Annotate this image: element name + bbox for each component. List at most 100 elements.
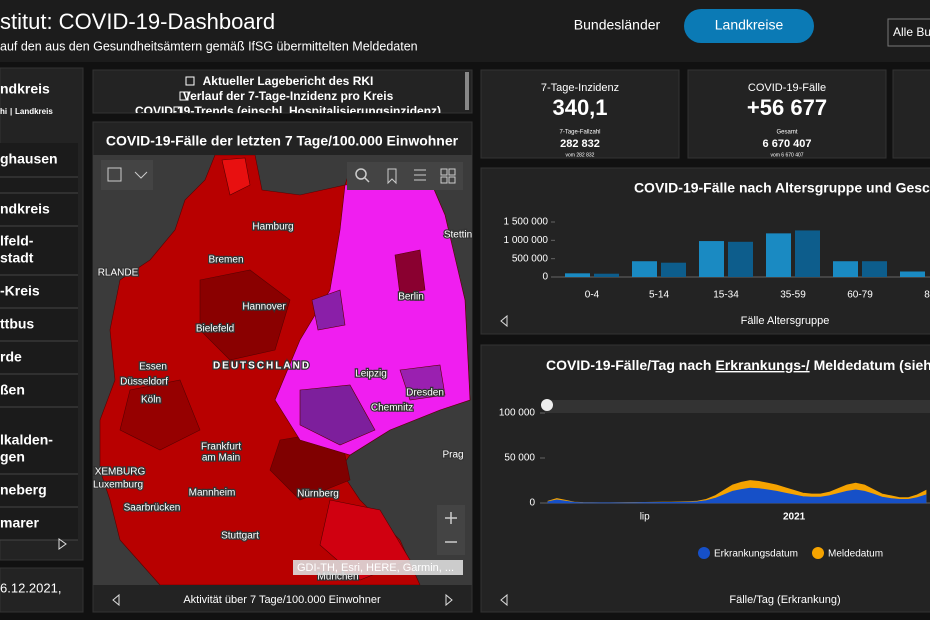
x-tick-label: 60-79: [847, 290, 873, 301]
tab-landkreise[interactable]: Landkreise: [715, 17, 784, 33]
daily-panel: [480, 344, 930, 613]
list-item[interactable]: lfeld-: [0, 233, 34, 249]
link-icon: [173, 106, 183, 113]
sidebar-date: 6.12.2021,: [0, 580, 61, 595]
list-item[interactable]: neberg: [0, 482, 47, 498]
region-dark: [119, 379, 201, 451]
y-tick-label: 0: [542, 272, 548, 283]
tool-grid[interactable]: [448, 168, 456, 176]
x-tick-label: 0-4: [585, 290, 600, 301]
title-part: Meldedatum (sieh: [814, 357, 930, 373]
link-text[interactable]: Aktueller Lagebericht des RKI: [203, 74, 374, 88]
bar: [766, 233, 791, 277]
x-tick-label: lip: [640, 512, 650, 523]
prev-arrow[interactable]: [500, 593, 508, 607]
map-label: Bremen: [208, 255, 243, 266]
link-text[interactable]: Verlauf der 7-Tage-Inzidenz pro Kreis: [183, 89, 394, 103]
map-title: COVID-19-Fälle der letzten 7 Tage/100.00…: [106, 133, 459, 149]
region-purple: [299, 384, 376, 446]
x-tick-label: 2021: [783, 512, 806, 523]
map-footer: Aktivität über 7 Tage/100.000 Einwohner: [183, 594, 381, 606]
map-label: Hamburg: [252, 222, 293, 233]
zoom-in[interactable]: [445, 512, 457, 524]
legend-label[interactable]: Erkrankungsdatum: [714, 549, 798, 560]
slider-handle[interactable]: [541, 399, 553, 411]
legend-label[interactable]: Meldedatum: [828, 549, 883, 560]
region-purple: [311, 289, 346, 331]
list-item[interactable]: stadt: [0, 250, 34, 266]
legend-swatch[interactable]: [812, 547, 824, 559]
list-item[interactable]: marer: [0, 515, 39, 531]
tab-bundeslaender[interactable]: Bundesländer: [574, 17, 661, 33]
chart-title: COVID-19-Fälle/Tag nach Erkrankungs-/ Meld…: [546, 357, 930, 373]
list-item[interactable]: lkalden-: [0, 432, 53, 448]
title-part: COVID-19-Fälle/Tag nach: [546, 357, 711, 373]
x-tick-label: 8: [924, 290, 930, 301]
tool-grid[interactable]: [440, 176, 448, 184]
dropdown-box[interactable]: [887, 18, 930, 47]
tool-search[interactable]: [355, 168, 367, 180]
list-item[interactable]: ghausen: [0, 151, 58, 167]
kpi-value: +56 677: [747, 95, 827, 120]
sidebar: ndkreis hi | Landkreis ghausen ndkreis lfeld-s…: [0, 81, 78, 550]
map-label: Hannover: [242, 302, 286, 313]
kpi-card: [892, 69, 930, 159]
header-subtitle: auf den aus den Gesundheitsämtern gemäß …: [0, 39, 418, 53]
header-title: stitut: COVID-19-Dashboard: [0, 9, 275, 34]
daily-chart: COVID-19-Fälle/Tag nach Erkrankungs-/ Meld…: [499, 357, 930, 607]
date-panel: [0, 567, 84, 613]
list-item[interactable]: ttbus: [0, 316, 34, 332]
map-label: Stuttgart: [221, 531, 259, 542]
map-label: Köln: [141, 395, 161, 406]
tool-icon-select[interactable]: [107, 167, 122, 182]
bar: [795, 230, 820, 277]
bar: [632, 261, 657, 277]
map-label: Prag: [442, 450, 463, 461]
area: [547, 487, 927, 504]
time-slider[interactable]: [545, 400, 930, 413]
map-label: am Main: [202, 453, 240, 464]
list-item[interactable]: ßen: [0, 382, 25, 398]
region-purple: [399, 364, 446, 401]
kpi-sub-label: 7-Tage-Fallzahl: [559, 130, 600, 136]
bar: [594, 273, 619, 277]
title-part[interactable]: Erkrankungs-/: [715, 357, 809, 373]
kpi-sub-value: 6 670 407: [763, 138, 812, 150]
tool-grid[interactable]: [440, 168, 448, 176]
legend-swatch[interactable]: [698, 547, 710, 559]
kpi-sub-label: Gesamt: [776, 130, 797, 136]
bar: [699, 241, 724, 277]
region-dark-east: [394, 249, 426, 296]
prev-arrow[interactable]: [500, 314, 508, 328]
map-label: Mannheim: [189, 488, 236, 499]
x-axis-title: Fälle/Tag (Erkrankung): [729, 594, 840, 606]
attribution-bg: [293, 560, 463, 575]
y-tick-label: 50 000: [504, 453, 535, 464]
tool-bookmark[interactable]: [387, 168, 397, 185]
list-next-arrow[interactable]: [58, 538, 67, 550]
list-item[interactable]: rde: [0, 349, 22, 365]
list-item[interactable]: -Kreis: [0, 283, 40, 299]
map-label: Stettin: [444, 230, 472, 241]
map-tool-right[interactable]: [347, 162, 463, 190]
link-icon: [185, 76, 195, 86]
bar: [900, 271, 925, 277]
map: Hamburg Bremen Hannover Berlin Bielefeld Esse…: [93, 155, 472, 585]
next-arrow[interactable]: [445, 593, 453, 607]
tab-active-bg[interactable]: [684, 9, 814, 43]
tool-search-handle[interactable]: [364, 177, 370, 183]
kpi-note: vom 6 670 407: [770, 152, 803, 158]
x-tick-label: 5-14: [649, 290, 669, 301]
map-tool-left[interactable]: [101, 160, 153, 190]
list-item[interactable]: gen: [0, 449, 25, 465]
tool-icon-chevron[interactable]: [134, 171, 148, 179]
map-label: XEMBURG: [95, 467, 146, 478]
link-text[interactable]: COVID-19-Trends (einschl. Hospitalisieru…: [135, 104, 441, 118]
list-item[interactable]: ndkreis: [0, 201, 50, 217]
tool-grid[interactable]: [448, 176, 456, 184]
y-tick-label: 0: [529, 498, 535, 509]
map-label: Düsseldorf: [120, 377, 168, 388]
dropdown-text[interactable]: Alle Bu: [893, 25, 930, 39]
prev-arrow[interactable]: [112, 593, 120, 607]
